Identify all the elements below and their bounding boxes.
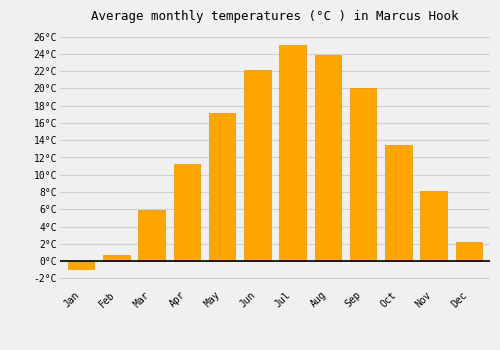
Bar (350, 89, 376, 261)
Bar (103, 255, 130, 261)
Bar (68, 261, 94, 269)
Bar (138, 210, 165, 261)
Bar (280, 45, 306, 261)
Bar (456, 242, 482, 261)
Bar (314, 55, 341, 261)
Bar (244, 70, 270, 261)
Title: Average monthly temperatures (°C ) in Marcus Hook: Average monthly temperatures (°C ) in Ma… (91, 10, 459, 23)
Bar (420, 191, 447, 261)
Bar (174, 163, 200, 261)
Bar (209, 113, 236, 261)
Bar (385, 145, 411, 261)
